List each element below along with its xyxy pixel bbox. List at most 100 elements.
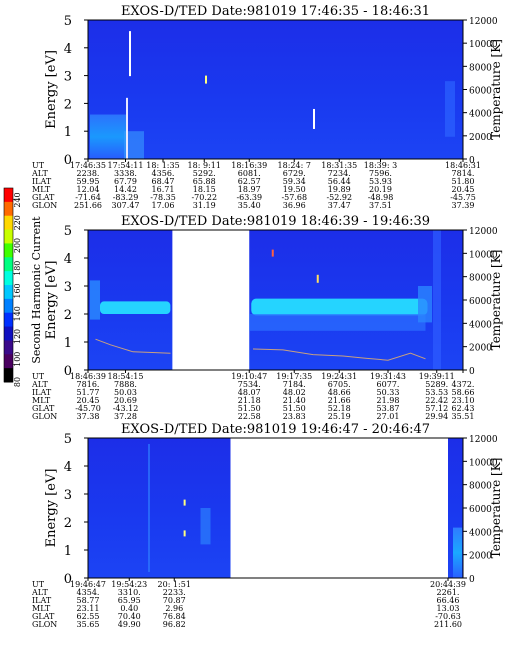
orbit-value: 6705.	[328, 380, 351, 389]
orbit-value: 51.50	[283, 404, 306, 413]
colorbar-swatch	[4, 340, 13, 355]
temperature-axis-label: Temperature [K]	[489, 39, 503, 140]
orbit-value: 23.11	[77, 604, 100, 613]
temperature-tick-label: 6000	[469, 297, 492, 307]
orbit-value: 53.93	[369, 177, 392, 186]
energy-tick-label: 0	[64, 572, 72, 587]
orbit-value: 31.19	[193, 201, 216, 210]
orbit-value: 2261.	[437, 588, 460, 597]
orbit-value: 7596.	[369, 169, 392, 178]
colorbar-tick-label: 180	[13, 261, 22, 276]
orbit-value: 65.95	[118, 596, 141, 605]
ion-band-edge	[418, 286, 432, 323]
orbit-value: 53.53	[425, 388, 448, 397]
temperature-tick-label: 0	[469, 156, 475, 166]
orbit-value: 19:31:43	[370, 372, 406, 381]
orbit-value: 19.50	[283, 185, 306, 194]
orbit-value: 18.97	[238, 185, 261, 194]
energy-tick-label: 4	[64, 42, 72, 57]
orbit-value: 4356.	[152, 169, 175, 178]
orbit-value: 4372.	[452, 380, 475, 389]
orbit-value: 23.83	[283, 412, 306, 421]
energy-tick-label: 0	[64, 153, 72, 168]
orbit-row-label: ALT	[31, 380, 48, 389]
orbit-value: 18: 1:35	[146, 161, 179, 170]
noise-spike	[183, 530, 186, 537]
orbit-value: 7184.	[283, 380, 306, 389]
orbit-value: -52.92	[326, 193, 352, 202]
orbit-value: -45.70	[75, 404, 101, 413]
colorbar-tick-label: 160	[13, 283, 22, 298]
orbit-value: 2233.	[163, 588, 186, 597]
orbit-value: -57.68	[281, 193, 307, 202]
orbit-value: 7888.	[114, 380, 137, 389]
orbit-value: 3338.	[114, 169, 137, 178]
orbit-value: 17:46:35	[70, 161, 106, 170]
colorbar-tick-label: 140	[13, 306, 22, 321]
orbit-value: 18.15	[193, 185, 216, 194]
orbit-value: 51.50	[238, 404, 261, 413]
orbit-value: 7534.	[238, 380, 261, 389]
orbit-value: 35.51	[452, 412, 475, 421]
temperature-tick-label: 10000	[469, 250, 498, 260]
orbit-value: 18:46:39	[70, 372, 106, 381]
colorbar-swatch	[4, 271, 13, 286]
noise-spike	[183, 499, 186, 506]
ion-band	[100, 301, 171, 314]
orbit-value: 17.06	[152, 201, 175, 210]
orbit-value: 18:24: 7	[278, 161, 311, 170]
noise-spike	[205, 75, 207, 84]
orbit-value: 37.51	[369, 201, 392, 210]
orbit-value: 49.90	[118, 620, 141, 629]
colorbar-swatch	[4, 229, 13, 244]
orbit-value: 62.43	[452, 404, 475, 413]
temperature-tick-label: 8000	[469, 63, 492, 73]
orbit-row-label: GLON	[32, 620, 57, 629]
energy-tick-label: 1	[64, 125, 72, 140]
energy-tick-label: 0	[64, 364, 72, 379]
orbit-value: 25.19	[328, 412, 351, 421]
orbit-value: 51.80	[452, 177, 475, 186]
orbit-value: 50.03	[114, 388, 137, 397]
orbit-value: 6081.	[238, 169, 261, 178]
orbit-value: -45.75	[450, 193, 476, 202]
ion-band-edge	[90, 280, 100, 320]
orbit-value: 48.02	[283, 388, 306, 397]
energy-tick-label: 4	[64, 252, 72, 267]
low-energy-enhancement	[453, 527, 462, 578]
colorbar-swatch	[4, 243, 13, 258]
temperature-tick-label: 4000	[469, 528, 492, 538]
panel-title: EXOS-D/TED Date:981019 18:46:39 - 19:46:…	[121, 214, 430, 229]
energy-tick-label: 2	[64, 516, 72, 531]
colorbar-swatch	[4, 215, 13, 231]
orbit-value: 2.96	[165, 604, 183, 613]
orbit-value: 62.57	[238, 177, 261, 186]
temperature-tick-label: 2000	[469, 344, 492, 354]
energy-tick-label: 1	[64, 336, 72, 351]
orbit-value: 57.12	[425, 404, 448, 413]
orbit-row-label: ALT	[31, 169, 48, 178]
energy-tick-label: 5	[64, 432, 72, 447]
colorbar-label: Second Harmonic Current	[30, 216, 43, 364]
orbit-value: 68.47	[152, 177, 175, 186]
orbit-row-label: GLAT	[32, 612, 55, 621]
orbit-value: 20:44:39	[430, 580, 466, 589]
orbit-value: 7814.	[452, 169, 475, 178]
orbit-row-label: GLAT	[32, 193, 55, 202]
noise-spike	[129, 31, 131, 77]
colorbar-swatch	[4, 354, 13, 369]
orbit-value: 51.77	[77, 388, 100, 397]
orbit-value: 19:17:35	[276, 372, 312, 381]
orbit-value: 6077.	[377, 380, 400, 389]
orbit-value: 211.60	[434, 620, 462, 629]
colorbar-swatch	[4, 298, 13, 314]
orbit-value: 76.84	[163, 612, 186, 621]
orbit-value: 14.42	[114, 185, 137, 194]
orbit-value: 50.33	[377, 388, 400, 397]
orbit-row-label: ALT	[31, 588, 48, 597]
temperature-tick-label: 12000	[469, 227, 498, 237]
orbit-value: 66.46	[437, 596, 460, 605]
orbit-row-label: ILAT	[32, 596, 52, 605]
orbit-value: 22.42	[425, 396, 448, 405]
colorbar-tick-label: 120	[13, 329, 22, 344]
